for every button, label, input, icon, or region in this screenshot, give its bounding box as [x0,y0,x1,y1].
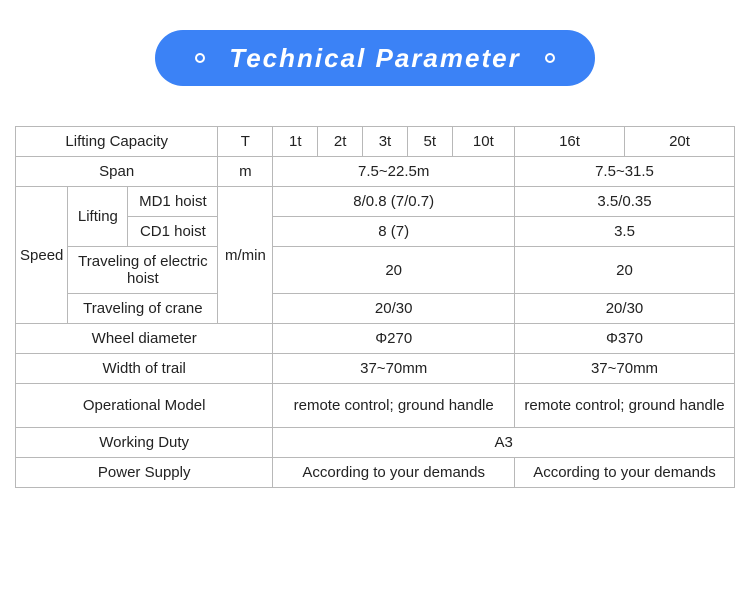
power-v2: According to your demands [515,458,735,488]
label-trav-crane: Traveling of crane [68,294,218,324]
trav-crane-v1: 20/30 [273,294,515,324]
cap-5t: 5t [407,127,452,157]
cap-3t: 3t [363,127,408,157]
table-row: Span m 7.5~22.5m 7.5~31.5 [16,157,735,187]
table-row: Traveling of crane 20/30 20/30 [16,294,735,324]
label-wheel: Wheel diameter [16,324,273,354]
opmodel-v2: remote control; ground handle [515,384,735,428]
cap-1t: 1t [273,127,318,157]
md1-v1: 8/0.8 (7/0.7) [273,187,515,217]
banner-dot-right [545,53,555,63]
cap-2t: 2t [318,127,363,157]
label-trav-hoist: Traveling of electric hoist [68,247,218,294]
table-row: Lifting Capacity T 1t 2t 3t 5t 10t 16t 2… [16,127,735,157]
trail-v1: 37~70mm [273,354,515,384]
table-row: Working Duty A3 [16,428,735,458]
span-v1: 7.5~22.5m [273,157,515,187]
trav-crane-v2: 20/30 [515,294,735,324]
cd1-v2: 3.5 [515,217,735,247]
title-banner: Technical Parameter [155,30,595,86]
cd1-v1: 8 (7) [273,217,515,247]
label-speed: Speed [16,187,68,324]
label-cd1: CD1 hoist [128,217,218,247]
label-span: Span [16,157,218,187]
table-row: Width of trail 37~70mm 37~70mm [16,354,735,384]
span-v2: 7.5~31.5 [515,157,735,187]
table-row: Speed Lifting MD1 hoist m/min 8/0.8 (7/0… [16,187,735,217]
unit-span: m [218,157,273,187]
md1-v2: 3.5/0.35 [515,187,735,217]
opmodel-v1: remote control; ground handle [273,384,515,428]
wheel-v1: Φ270 [273,324,515,354]
banner-dot-left [195,53,205,63]
cap-20t: 20t [625,127,735,157]
table-row: Traveling of electric hoist 20 20 [16,247,735,294]
label-md1: MD1 hoist [128,187,218,217]
trav-hoist-v1: 20 [273,247,515,294]
cap-10t: 10t [452,127,514,157]
unit-t: T [218,127,273,157]
duty-v: A3 [273,428,735,458]
banner-title: Technical Parameter [229,43,520,74]
label-trail: Width of trail [16,354,273,384]
trail-v2: 37~70mm [515,354,735,384]
table-row: Power Supply According to your demands A… [16,458,735,488]
power-v1: According to your demands [273,458,515,488]
cap-16t: 16t [515,127,625,157]
wheel-v2: Φ370 [515,324,735,354]
spec-table: Lifting Capacity T 1t 2t 3t 5t 10t 16t 2… [15,126,735,488]
trav-hoist-v2: 20 [515,247,735,294]
label-opmodel: Operational Model [16,384,273,428]
table-row: Operational Model remote control; ground… [16,384,735,428]
label-lifting: Lifting [68,187,128,247]
unit-speed: m/min [218,187,273,324]
label-duty: Working Duty [16,428,273,458]
table-row: Wheel diameter Φ270 Φ370 [16,324,735,354]
label-lifting-capacity: Lifting Capacity [16,127,218,157]
label-power: Power Supply [16,458,273,488]
